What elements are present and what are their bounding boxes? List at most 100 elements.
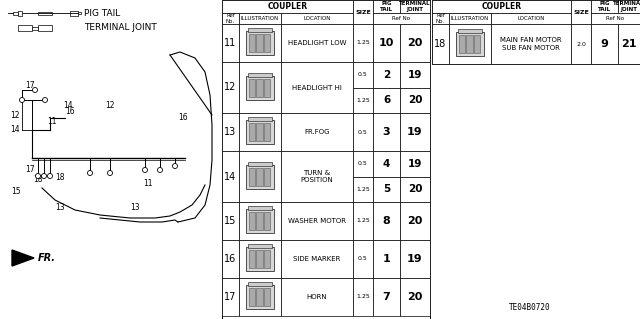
Text: TERMINAL JOINT: TERMINAL JOINT [84,24,157,33]
Bar [246,31,274,55]
Bar [432,0,640,64]
Bar [248,244,272,248]
Bar [491,13,571,24]
Text: 19: 19 [408,159,422,169]
Bar [249,123,255,141]
Text: 20: 20 [408,95,422,105]
Bar [281,278,353,316]
Text: MAIN FAN MOTOR
SUB FAN MOTOR: MAIN FAN MOTOR SUB FAN MOTOR [500,37,562,51]
Bar [257,34,262,52]
Bar [222,24,239,62]
Bar [239,13,281,24]
Text: 7: 7 [383,292,390,302]
Bar [70,11,78,16]
Bar [248,117,272,121]
Text: COUPLER: COUPLER [268,2,308,11]
Bar [222,278,239,316]
Text: 17: 17 [224,292,237,302]
Bar [432,24,449,64]
Text: HEADLIGHT HI: HEADLIGHT HI [292,85,342,91]
Polygon shape [12,250,34,266]
Bar [264,167,270,186]
Bar [400,278,430,316]
Bar [264,34,270,52]
Bar [591,24,618,64]
Bar [400,151,430,176]
Bar [246,209,274,233]
Text: SIDE MARKER: SIDE MARKER [293,256,340,262]
Text: TERMINAL
JOINT: TERMINAL JOINT [399,1,431,12]
Circle shape [33,87,38,93]
Bar [248,206,272,210]
Text: PIG
TAIL: PIG TAIL [380,1,393,12]
Text: 4: 4 [383,159,390,169]
Text: WASHER MOTOR: WASHER MOTOR [288,218,346,224]
Text: 17: 17 [25,81,35,91]
Bar [38,25,52,31]
Bar [591,13,640,24]
Text: 12: 12 [10,112,20,121]
Text: 15: 15 [224,216,237,226]
Bar [618,24,640,64]
Bar [249,167,255,186]
Text: 20: 20 [407,292,422,302]
Bar [400,240,430,278]
Text: Ref No: Ref No [607,16,625,21]
Bar [257,250,262,268]
Circle shape [19,98,24,102]
Text: TURN &
POSITION: TURN & POSITION [301,170,333,183]
Text: 19: 19 [408,70,422,80]
Circle shape [47,174,52,179]
Bar [458,29,482,33]
Text: 16: 16 [178,114,188,122]
Text: 1.25: 1.25 [356,187,370,192]
Text: 1.25: 1.25 [356,294,370,300]
Text: 18: 18 [33,175,43,184]
Bar [474,35,480,53]
Bar [257,288,262,306]
Text: ILLUSTRATION: ILLUSTRATION [241,16,279,21]
Bar [248,161,272,166]
Bar [373,87,400,113]
Text: 12: 12 [105,100,115,109]
Bar [249,288,255,306]
Bar [459,35,465,53]
Bar [571,24,591,64]
Bar [281,151,353,202]
Text: HEADLIGHT LOW: HEADLIGHT LOW [288,40,346,46]
Bar [400,202,430,240]
Bar [264,250,270,268]
Bar [246,76,274,100]
Text: 11: 11 [143,179,153,188]
Bar [400,0,430,13]
Text: Ref
No.: Ref No. [436,13,445,24]
Text: 13: 13 [225,127,237,137]
Bar [38,11,52,14]
Bar [257,78,262,97]
Bar [281,240,353,278]
Text: FR.FOG: FR.FOG [304,129,330,135]
Text: FR.: FR. [38,253,56,263]
Bar [373,0,400,13]
Circle shape [143,167,147,173]
Bar [222,13,239,24]
Text: 1: 1 [383,254,390,264]
Circle shape [108,170,113,175]
Bar [571,0,591,24]
Bar [246,285,274,309]
Bar [281,24,353,62]
Bar [373,62,400,87]
Bar [257,167,262,186]
Bar [222,240,239,278]
Bar [281,113,353,151]
Bar [222,151,239,202]
Text: 13: 13 [130,204,140,212]
Bar [249,212,255,230]
Text: 14: 14 [10,125,20,135]
Bar [373,24,400,62]
Text: 20: 20 [407,216,422,226]
Text: 8: 8 [383,216,390,226]
Text: 1.25: 1.25 [356,98,370,103]
Text: 11: 11 [47,117,57,127]
Text: 6: 6 [383,95,390,105]
